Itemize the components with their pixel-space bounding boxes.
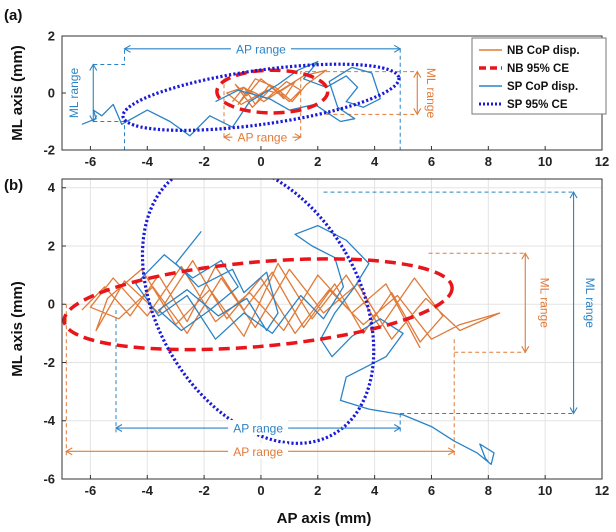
panel-a-guide-line xyxy=(300,71,418,138)
panel-b-x-tick-label: 4 xyxy=(371,483,379,498)
panel-b-range-label: AP range xyxy=(233,445,283,459)
panel-b-arrowhead xyxy=(447,447,456,456)
panel-b-x-tick-label: 12 xyxy=(595,483,609,498)
panel-a-x-tick-label: 4 xyxy=(371,154,379,169)
legend-label-nb-ce: NB 95% CE xyxy=(507,63,569,75)
panel-b-y-tick-label: -4 xyxy=(43,413,55,428)
panel-a-label: (a) xyxy=(4,7,22,24)
panel-a-x-tick-label: -6 xyxy=(85,154,97,169)
panel-b-x-tick-label: -6 xyxy=(85,483,97,498)
panel-b-sp-cop-line xyxy=(135,224,495,466)
panel-a-sp-ellipse xyxy=(121,62,401,132)
panel-b-x-tick-label: -2 xyxy=(198,483,210,498)
panel-a-x-tick-label: 12 xyxy=(595,154,609,169)
panel-b-arrowhead xyxy=(393,424,402,433)
panel-a-x-tick-label: 10 xyxy=(538,154,552,169)
panel-b-arrowhead xyxy=(521,346,530,354)
panel-b-x-tick-label: 0 xyxy=(257,483,264,498)
legend: NB CoP disp. NB 95% CE SP CoP disp. SP 9… xyxy=(471,37,607,115)
panel-a-y-tick-label: 2 xyxy=(48,29,55,44)
panel-b-arrowhead xyxy=(569,191,578,199)
panel-a-arrowhead xyxy=(413,70,422,78)
panel-a-range-label: AP range xyxy=(237,131,287,145)
panel-b-range-label: ML range xyxy=(583,278,597,329)
panel-a-x-tick-label: 2 xyxy=(314,154,321,169)
legend-label-sp-ce: SP 95% CE xyxy=(507,99,568,111)
panel-b-x-tick-label: 10 xyxy=(538,483,552,498)
panel-b-x-tick-label: 2 xyxy=(314,483,321,498)
panel-a-plot: AP range AP range ML range ML range -6 -4 -2 0 2… xyxy=(9,29,609,170)
panel-a-x-tick-label: -2 xyxy=(198,154,210,169)
panel-a-arrowhead xyxy=(89,63,98,71)
panel-a-range-label: AP range xyxy=(236,42,286,56)
panel-a-x-tick-label: 0 xyxy=(257,154,264,169)
panel-a-arrowhead xyxy=(222,133,231,142)
panel-b-label: (b) xyxy=(4,177,23,194)
panel-a-y-tick-label: 0 xyxy=(48,86,55,101)
panel-a-range-label: ML range xyxy=(424,68,438,119)
panel-a-x-tick-label: 8 xyxy=(485,154,492,169)
panel-a-guide-line xyxy=(93,48,125,65)
panel-b-y-tick-label: 2 xyxy=(48,238,55,253)
panel-a-nb-ellipse xyxy=(215,68,330,115)
panel-b-range-label: AP range xyxy=(233,422,283,436)
legend-label-sp-disp: SP CoP disp. xyxy=(507,81,578,93)
legend-label-nb-disp: NB CoP disp. xyxy=(507,45,580,57)
panel-b-x-tick-label: -4 xyxy=(141,483,153,498)
panel-a-range-label-bg xyxy=(230,40,291,56)
panel-a-y-tick-label: -2 xyxy=(43,143,55,158)
panel-a-nb-cop-line xyxy=(226,69,327,108)
panel-b-range-label-bg xyxy=(228,443,289,459)
panel-b-plot: ML range ML range AP range AP range -6 -4 -2 0 2… xyxy=(9,178,609,527)
panel-b-arrowhead xyxy=(114,424,123,433)
panel-b-y-tick-label: 4 xyxy=(48,180,56,195)
panel-b-arrowhead xyxy=(521,252,530,260)
panel-a-range-label-bg xyxy=(232,129,293,145)
panel-b-sp-ellipse xyxy=(140,179,376,445)
panel-a-x-tick-label: 6 xyxy=(428,154,435,169)
panel-b-y-axis-label: ML axis (mm) xyxy=(9,281,26,377)
panel-b-x-tick-label: 8 xyxy=(485,483,492,498)
panel-b-data-area xyxy=(62,179,574,466)
panel-b-axes-frame xyxy=(61,178,603,480)
panel-a-arrowhead xyxy=(123,44,131,53)
panel-b-arrowhead xyxy=(65,447,73,456)
panel-a-arrowhead xyxy=(294,133,302,142)
panel-b-range-label-bg xyxy=(228,420,289,436)
panel-a-range-label: ML range xyxy=(67,68,81,119)
panel-a-data-area xyxy=(81,48,418,150)
panel-b-y-tick-label: -2 xyxy=(43,355,55,370)
panel-b-x-axis-label: AP axis (mm) xyxy=(277,510,372,527)
panel-b-nb-ellipse xyxy=(62,257,454,352)
panel-b-x-tick-label: 6 xyxy=(428,483,435,498)
panel-b-y-tick-label: 0 xyxy=(48,297,55,312)
panel-b-range-label: ML range xyxy=(538,278,552,329)
panel-b-arrowhead xyxy=(569,407,578,415)
panel-a-arrowhead xyxy=(89,115,98,123)
panel-a-y-axis-label: ML axis (mm) xyxy=(9,45,26,141)
panel-b-y-tick-label: -6 xyxy=(43,472,55,487)
panel-a-arrowhead xyxy=(393,44,402,53)
panel-a-arrowhead xyxy=(413,108,422,116)
panel-a-x-tick-label: -4 xyxy=(141,154,153,169)
